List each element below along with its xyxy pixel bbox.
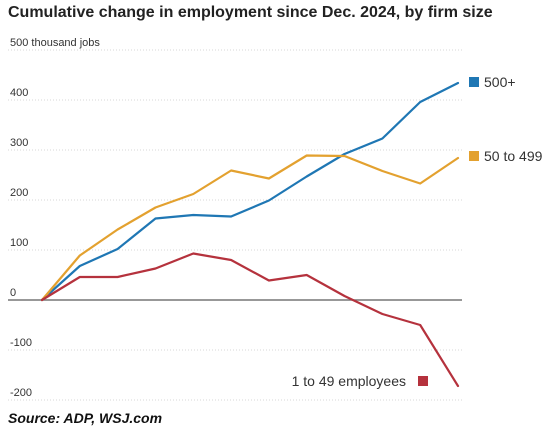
y-tick-label: 500 thousand jobs xyxy=(10,37,100,49)
legend-swatch-1 xyxy=(469,151,479,161)
series-line-2 xyxy=(40,252,460,388)
legend-label-0: 500+ xyxy=(484,74,516,90)
y-tick-label: 100 xyxy=(10,237,28,249)
y-tick-label: 300 xyxy=(10,137,28,149)
source-note: Source: ADP, WSJ.com xyxy=(8,410,163,426)
chart-title: Cumulative change in employment since De… xyxy=(8,4,493,21)
gridlines xyxy=(8,49,462,401)
y-tick-label: 0 xyxy=(10,287,16,299)
legend-label-2: 1 to 49 employees xyxy=(292,373,406,389)
series-lines xyxy=(40,81,460,388)
series-line-1 xyxy=(40,154,460,302)
legend: 500+ 50 to 499 1 to 49 employees xyxy=(292,74,543,389)
legend-swatch-0 xyxy=(469,77,479,87)
legend-label-1: 50 to 499 xyxy=(484,148,543,164)
y-axis-tick-labels: 500 thousand jobs 400 300 200 100 0 -100 -200 xyxy=(10,37,100,399)
y-tick-label: -200 xyxy=(10,387,32,399)
y-tick-label: -100 xyxy=(10,337,32,349)
series-line-0 xyxy=(40,81,460,302)
legend-swatch-2 xyxy=(418,376,428,386)
y-tick-label: 200 xyxy=(10,187,28,199)
y-tick-label: 400 xyxy=(10,87,28,99)
